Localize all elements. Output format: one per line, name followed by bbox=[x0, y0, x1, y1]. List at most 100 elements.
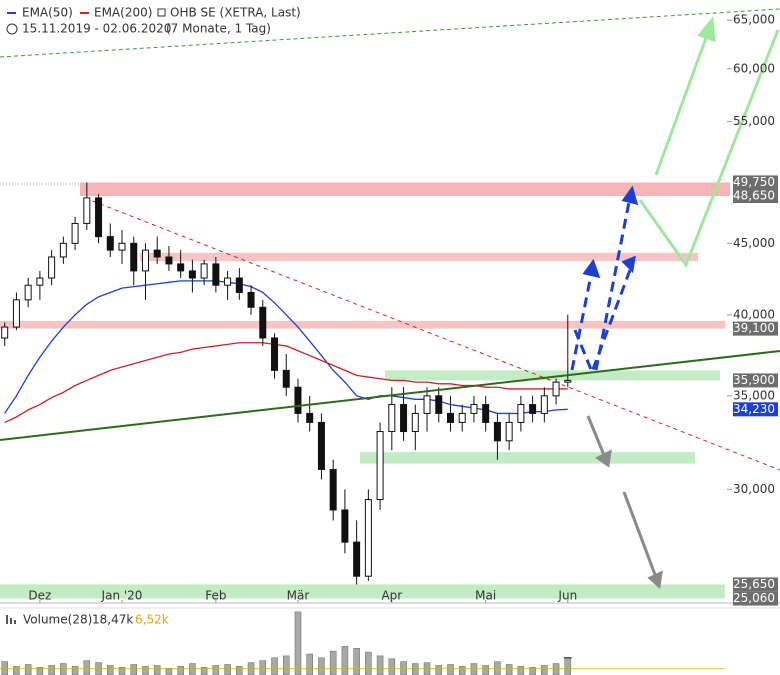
level-label: 34,230 bbox=[733, 402, 775, 416]
volume-bar bbox=[353, 647, 360, 675]
volume-icon bbox=[10, 618, 12, 624]
y-tick-label: 55,000 bbox=[733, 114, 775, 128]
candle-body bbox=[400, 404, 408, 433]
candle-body bbox=[482, 404, 490, 423]
y-tick-label: 35,000 bbox=[733, 388, 775, 402]
chart-title: OHB SE (XETRA, Last) bbox=[170, 6, 301, 20]
volume-bar bbox=[494, 661, 501, 675]
candle-body bbox=[106, 236, 114, 251]
candle-body bbox=[130, 242, 138, 272]
candle-body bbox=[24, 284, 32, 301]
candle-body bbox=[200, 263, 208, 279]
candle-body bbox=[1, 326, 9, 339]
volume-bar bbox=[13, 666, 20, 675]
volume-bar bbox=[529, 667, 536, 675]
zone bbox=[385, 370, 720, 381]
arrow-head bbox=[621, 185, 639, 206]
volume-bar bbox=[329, 650, 337, 675]
candle-body bbox=[470, 404, 478, 414]
volume-bar bbox=[541, 665, 548, 675]
volume-bar bbox=[60, 663, 67, 675]
candle-body bbox=[59, 242, 67, 258]
volume-bar bbox=[177, 666, 184, 675]
candle-body bbox=[564, 379, 572, 383]
volume-bar bbox=[165, 668, 173, 675]
volume-last: 18,47k bbox=[92, 613, 133, 627]
volume-bar bbox=[482, 665, 489, 675]
y-tick-label: 65,000 bbox=[733, 13, 775, 27]
legend-swatch bbox=[80, 12, 89, 14]
clock-icon bbox=[6, 23, 18, 35]
volume-bar bbox=[282, 655, 290, 675]
level-badge bbox=[733, 577, 778, 592]
volume-average: 6,52k bbox=[135, 613, 169, 627]
volume-icon bbox=[6, 615, 8, 624]
volume-bar bbox=[236, 666, 243, 675]
candle-body bbox=[212, 263, 220, 286]
candle-body bbox=[388, 404, 396, 433]
volume-bar bbox=[400, 661, 407, 675]
zone bbox=[140, 252, 698, 262]
zone bbox=[0, 584, 725, 599]
level-badge bbox=[733, 373, 778, 388]
candle-body bbox=[282, 369, 290, 388]
volume-bar bbox=[388, 658, 396, 675]
zone bbox=[80, 182, 730, 197]
level-label: 49,750 bbox=[733, 175, 775, 189]
legend-bg bbox=[0, 0, 300, 38]
candle-body bbox=[48, 256, 56, 279]
candle-body bbox=[376, 431, 384, 501]
volume-bar bbox=[118, 667, 126, 675]
volume-bar bbox=[107, 665, 114, 675]
volume-bar bbox=[83, 660, 91, 675]
arrow-head bbox=[621, 255, 636, 274]
candle-body bbox=[71, 222, 79, 244]
period: (7 Monate, 1 Tag) bbox=[166, 22, 271, 36]
candle-body bbox=[364, 499, 372, 577]
candle-body bbox=[259, 306, 267, 339]
legend-swatch bbox=[157, 8, 166, 17]
volume-bar bbox=[153, 665, 161, 675]
level-label: 25,650 bbox=[733, 577, 775, 591]
candle-body bbox=[329, 468, 337, 511]
candle-body bbox=[306, 412, 314, 423]
x-tick-label: Jan '20 bbox=[101, 589, 143, 603]
volume-bar bbox=[470, 663, 478, 675]
candle-body bbox=[529, 404, 537, 414]
legend-entry: EMA(200) bbox=[94, 6, 152, 20]
candle-body bbox=[517, 404, 525, 423]
level-label: 25,060 bbox=[733, 591, 775, 605]
level-badge bbox=[733, 321, 778, 336]
volume-bar bbox=[24, 664, 32, 675]
level-label: 35,900 bbox=[733, 373, 775, 387]
blue-path bbox=[594, 196, 632, 371]
volume-title: Volume(28) bbox=[23, 613, 92, 627]
volume-bar bbox=[412, 663, 419, 675]
volume-bar bbox=[1, 661, 8, 675]
candle-body bbox=[165, 256, 173, 265]
arrow-head bbox=[582, 258, 601, 279]
upper-trendline bbox=[0, 8, 780, 58]
candle-body bbox=[423, 395, 431, 414]
candle-body bbox=[247, 291, 255, 308]
arrow-head bbox=[647, 570, 663, 589]
level-badge bbox=[733, 402, 778, 417]
y-tick-label: 45,000 bbox=[733, 236, 775, 250]
scenario-arrows bbox=[570, 16, 780, 589]
zone bbox=[360, 452, 695, 464]
blue-path bbox=[570, 269, 594, 371]
level-label: 39,100 bbox=[733, 321, 775, 335]
volume-bar bbox=[341, 646, 349, 675]
volume-bar bbox=[212, 665, 220, 675]
support-trendline bbox=[0, 350, 780, 441]
volume-bar bbox=[376, 655, 384, 675]
candle-body bbox=[83, 197, 91, 224]
volume-last-mark bbox=[563, 657, 572, 659]
volume-bar bbox=[36, 667, 44, 675]
level-label: 48,650 bbox=[733, 189, 775, 203]
grey-path bbox=[586, 415, 608, 461]
blue-path bbox=[573, 269, 632, 377]
candle-body bbox=[552, 381, 560, 397]
